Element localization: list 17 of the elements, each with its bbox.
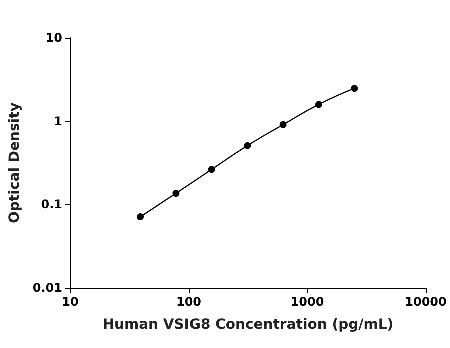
x-tick-label: 100: [176, 295, 202, 309]
y-tick-label: 0.1: [41, 198, 63, 212]
x-tick-label: 10000: [405, 295, 447, 309]
point: [244, 142, 252, 150]
x-tick-label: 1000: [290, 295, 324, 309]
x-axis-title: Human VSIG8 Concentration (pg/mL): [102, 317, 394, 333]
y-tick-label: 0.01: [32, 281, 63, 295]
point: [208, 166, 216, 174]
x-tick-label: 10: [62, 295, 79, 309]
point: [137, 214, 144, 221]
point: [280, 121, 287, 128]
y-tick-label: 1: [54, 114, 63, 128]
y-tick-label: 10: [46, 31, 63, 45]
point: [172, 190, 180, 198]
point: [315, 101, 322, 108]
y-axis-title: Optical Density: [7, 102, 23, 224]
point: [351, 85, 358, 92]
